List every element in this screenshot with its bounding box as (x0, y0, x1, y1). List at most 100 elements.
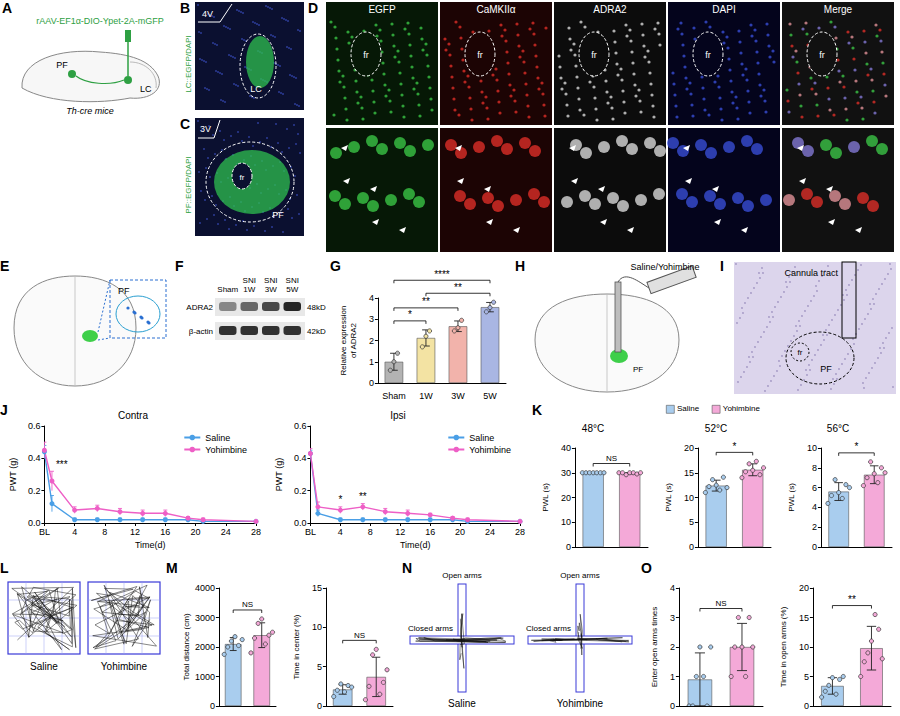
svg-text:Saline: Saline (469, 433, 494, 443)
svg-text:PWL (s): PWL (s) (787, 483, 796, 512)
svg-text:PWT (g): PWT (g) (274, 458, 284, 491)
svg-text:fr: fr (591, 50, 597, 60)
svg-text:10: 10 (684, 493, 694, 503)
svg-text:PF: PF (56, 60, 68, 70)
svg-text:BL: BL (305, 527, 316, 537)
svg-text:Open arms: Open arms (442, 571, 482, 580)
svg-text:30: 30 (561, 468, 571, 478)
svg-text:4: 4 (338, 527, 343, 537)
svg-text:PF: PF (820, 364, 832, 374)
svg-text:Merge: Merge (824, 4, 853, 15)
svg-text:PWL (s): PWL (s) (664, 483, 673, 512)
svg-text:Cannula tract: Cannula tract (784, 268, 838, 278)
svg-text:Contra: Contra (118, 410, 148, 421)
svg-text:10: 10 (312, 622, 322, 632)
svg-text:0: 0 (670, 701, 675, 711)
svg-text:4: 4 (369, 293, 374, 303)
svg-text:0.2: 0.2 (28, 486, 41, 496)
svg-text:0: 0 (369, 378, 374, 388)
svg-text:Time in center (%): Time in center (%) (292, 614, 301, 679)
svg-text:10: 10 (799, 642, 809, 652)
svg-text:1000: 1000 (195, 672, 215, 682)
svg-text:ADRA2: ADRA2 (186, 303, 213, 312)
svg-text:8: 8 (102, 527, 107, 537)
svg-text:5: 5 (317, 662, 322, 672)
svg-text:*: * (338, 494, 342, 505)
svg-text:12: 12 (130, 527, 140, 537)
svg-text:Closed arms: Closed arms (408, 624, 453, 633)
svg-text:*: * (408, 309, 412, 320)
svg-text:10: 10 (807, 443, 817, 453)
svg-text:rAAV-EF1α-DIO-Ypet-2A-mGFP: rAAV-EF1α-DIO-Ypet-2A-mGFP (36, 16, 163, 26)
svg-text:fr: fr (363, 50, 369, 60)
svg-text:3W: 3W (265, 285, 277, 294)
svg-text:5W: 5W (286, 285, 298, 294)
svg-text:Yohimbine: Yohimbine (101, 661, 148, 672)
svg-text:1W: 1W (243, 285, 255, 294)
svg-text:20: 20 (191, 527, 201, 537)
svg-text:LC: LC (140, 84, 152, 94)
svg-text:Saline: Saline (677, 404, 700, 413)
svg-text:Time(d): Time(d) (135, 540, 166, 550)
svg-text:β-actin: β-actin (189, 327, 213, 336)
svg-text:ADRA2: ADRA2 (593, 4, 627, 15)
svg-text:Time(d): Time(d) (400, 540, 431, 550)
svg-text:48kD: 48kD (307, 303, 326, 312)
svg-text:42kD: 42kD (307, 327, 326, 336)
svg-text:3W: 3W (451, 391, 465, 401)
svg-text:1: 1 (670, 672, 675, 682)
svg-text:24: 24 (485, 527, 495, 537)
svg-text:Saline: Saline (30, 661, 58, 672)
svg-text:0.4: 0.4 (28, 453, 41, 463)
svg-text:****: **** (434, 269, 450, 280)
svg-text:fr: fr (477, 50, 483, 60)
svg-text:40: 40 (561, 443, 571, 453)
svg-text:SNI: SNI (243, 276, 256, 285)
svg-text:***: *** (56, 459, 68, 470)
svg-text:0.6: 0.6 (28, 421, 41, 431)
svg-text:28: 28 (515, 527, 525, 537)
svg-text:EGFP: EGFP (368, 4, 396, 15)
svg-text:3000: 3000 (195, 613, 215, 623)
svg-text:NS: NS (242, 600, 253, 609)
svg-text:fr: fr (819, 50, 825, 60)
svg-text:20: 20 (684, 443, 694, 453)
svg-text:0: 0 (689, 542, 694, 552)
svg-text:CaMKIIα: CaMKIIα (476, 4, 515, 15)
svg-text:Sham: Sham (217, 285, 238, 294)
svg-text:4000: 4000 (195, 583, 215, 593)
svg-text:56°C: 56°C (827, 423, 849, 434)
svg-text:3: 3 (369, 314, 374, 324)
svg-text:2000: 2000 (195, 642, 215, 652)
svg-text:Yohimbine: Yohimbine (205, 445, 247, 455)
svg-text:0: 0 (210, 701, 215, 711)
svg-text:0: 0 (566, 542, 571, 552)
svg-text:LC: LC (250, 84, 262, 94)
svg-text:0.2: 0.2 (294, 486, 307, 496)
svg-text:1W: 1W (419, 391, 433, 401)
svg-text:**: ** (359, 491, 367, 502)
svg-text:PWT (g): PWT (g) (8, 458, 18, 491)
svg-text:fr: fr (240, 173, 245, 182)
svg-text:8: 8 (368, 527, 373, 537)
svg-text:6: 6 (812, 483, 817, 493)
svg-text:0: 0 (804, 701, 809, 711)
svg-text:PF: PF (633, 365, 643, 374)
svg-text:**: ** (848, 594, 856, 605)
svg-text:Open arms: Open arms (560, 571, 600, 580)
svg-text:0.4: 0.4 (294, 453, 307, 463)
svg-text:Enter open arms times: Enter open arms times (650, 607, 659, 687)
svg-text:2: 2 (812, 522, 817, 532)
svg-text:15: 15 (684, 468, 694, 478)
svg-text:12: 12 (395, 527, 405, 537)
svg-text:PF::EGFP/DAPI: PF::EGFP/DAPI (184, 156, 193, 213)
svg-text:SNI: SNI (286, 276, 299, 285)
svg-text:3V: 3V (200, 124, 211, 134)
svg-text:16: 16 (160, 527, 170, 537)
svg-text:DAPI: DAPI (712, 4, 735, 15)
svg-text:10: 10 (561, 517, 571, 527)
svg-text:*: * (855, 441, 859, 452)
svg-text:20: 20 (799, 583, 809, 593)
svg-text:4: 4 (812, 502, 817, 512)
svg-text:2: 2 (369, 336, 374, 346)
